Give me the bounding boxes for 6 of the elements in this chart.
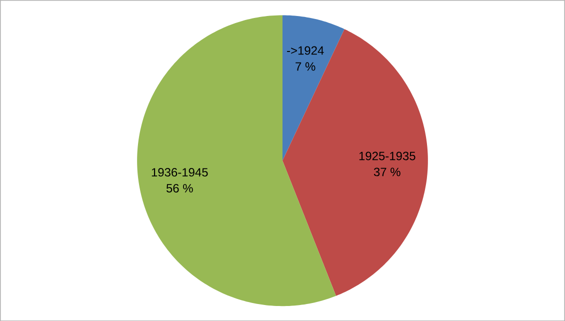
slice-label: 1936-1945 xyxy=(152,168,208,176)
data-label: 7 % xyxy=(296,62,316,71)
data-label: 56 % xyxy=(166,184,193,192)
data-label: 37 % xyxy=(374,168,400,176)
slice-label: 1925-1935 xyxy=(359,152,416,160)
slice-label: ->1924 xyxy=(287,46,324,55)
